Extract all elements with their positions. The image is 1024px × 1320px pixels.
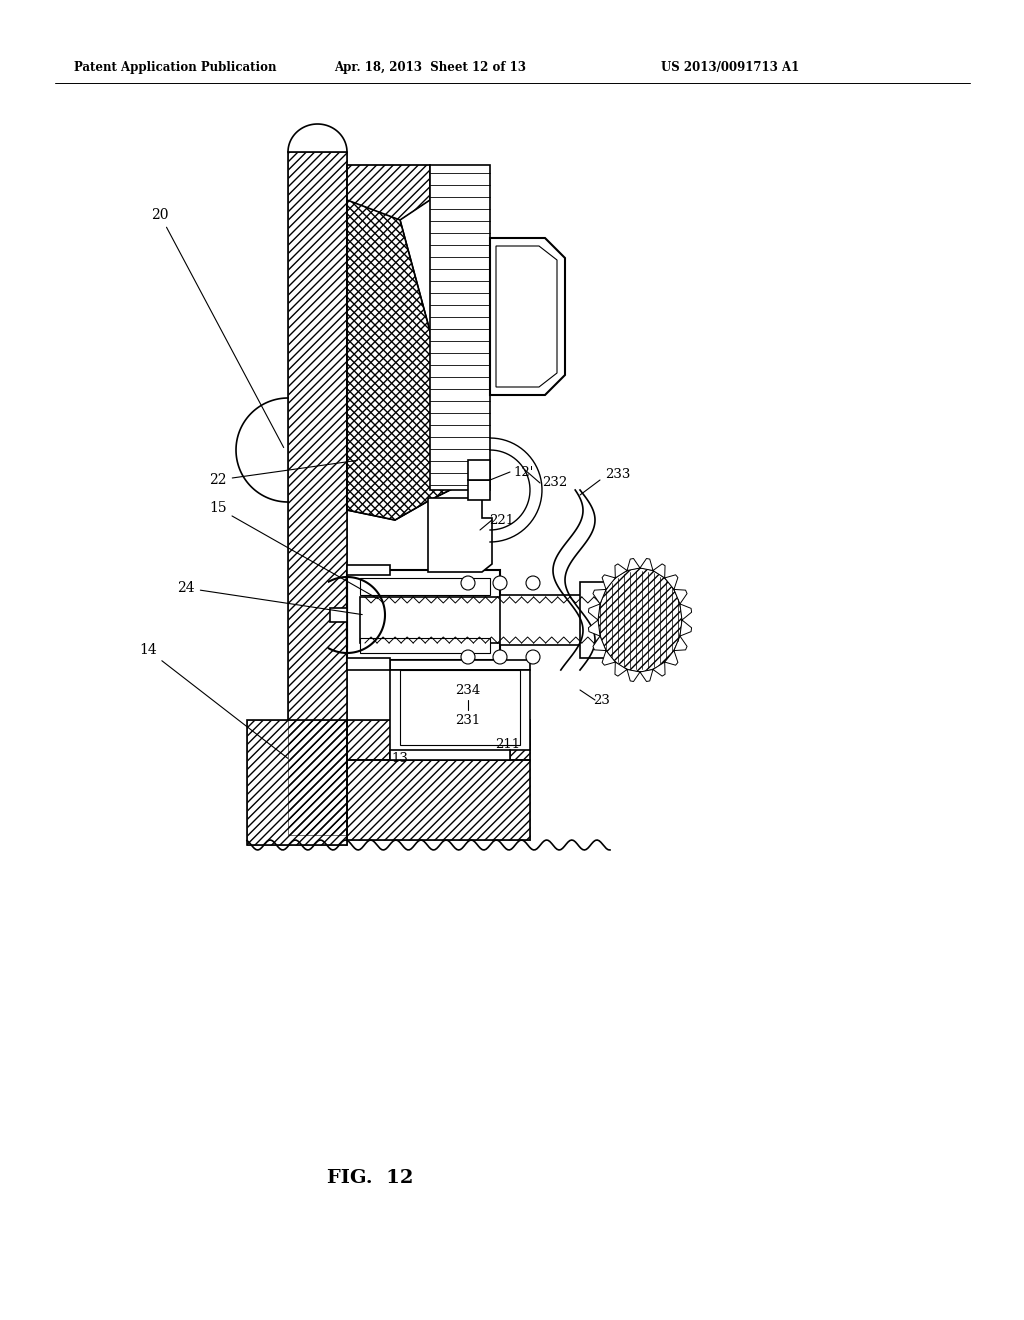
Polygon shape <box>496 246 557 387</box>
Polygon shape <box>390 750 510 760</box>
Circle shape <box>493 649 507 664</box>
Polygon shape <box>615 564 627 578</box>
Circle shape <box>461 576 475 590</box>
Polygon shape <box>430 165 490 490</box>
Polygon shape <box>360 578 490 595</box>
Text: 221: 221 <box>489 513 515 527</box>
Polygon shape <box>347 201 470 520</box>
Polygon shape <box>247 719 347 845</box>
Polygon shape <box>435 506 475 564</box>
Polygon shape <box>615 663 627 676</box>
Polygon shape <box>347 760 530 840</box>
Polygon shape <box>390 671 530 760</box>
Text: 233: 233 <box>605 469 631 482</box>
Text: 12': 12' <box>514 466 535 479</box>
Polygon shape <box>665 574 678 590</box>
Polygon shape <box>640 669 653 681</box>
Text: 24: 24 <box>177 581 362 615</box>
Text: 13: 13 <box>391 751 409 764</box>
Polygon shape <box>665 651 678 665</box>
Polygon shape <box>680 605 691 620</box>
Polygon shape <box>674 636 687 651</box>
Circle shape <box>461 649 475 664</box>
Text: 211: 211 <box>496 738 520 751</box>
Polygon shape <box>468 459 490 480</box>
Polygon shape <box>360 638 490 653</box>
Circle shape <box>526 649 540 664</box>
Circle shape <box>526 576 540 590</box>
Polygon shape <box>640 558 653 570</box>
Text: 231: 231 <box>456 714 480 726</box>
Polygon shape <box>347 719 530 760</box>
Polygon shape <box>653 663 665 676</box>
Polygon shape <box>580 582 640 657</box>
Polygon shape <box>627 669 640 681</box>
Polygon shape <box>347 165 470 520</box>
Text: 14: 14 <box>139 643 288 758</box>
Polygon shape <box>347 657 390 671</box>
Polygon shape <box>589 605 600 620</box>
Polygon shape <box>428 498 492 572</box>
Text: 22: 22 <box>209 461 357 487</box>
Polygon shape <box>330 609 347 622</box>
Text: US 2013/0091713 A1: US 2013/0091713 A1 <box>660 62 799 74</box>
Polygon shape <box>593 636 606 651</box>
Text: Patent Application Publication: Patent Application Publication <box>74 62 276 74</box>
Polygon shape <box>288 152 347 836</box>
Polygon shape <box>468 480 490 500</box>
Text: 23: 23 <box>594 693 610 706</box>
Text: 15: 15 <box>209 502 378 599</box>
Polygon shape <box>500 595 635 645</box>
Text: 232: 232 <box>543 477 567 490</box>
Text: Apr. 18, 2013  Sheet 12 of 13: Apr. 18, 2013 Sheet 12 of 13 <box>334 62 526 74</box>
Polygon shape <box>593 590 606 605</box>
Polygon shape <box>347 565 390 576</box>
Polygon shape <box>589 620 600 636</box>
Polygon shape <box>602 651 615 665</box>
Circle shape <box>493 576 507 590</box>
Text: 234: 234 <box>456 684 480 697</box>
Polygon shape <box>674 590 687 605</box>
Polygon shape <box>490 238 565 395</box>
Polygon shape <box>360 597 635 643</box>
Text: 20: 20 <box>152 209 284 447</box>
Polygon shape <box>627 558 640 570</box>
Polygon shape <box>680 620 691 636</box>
Polygon shape <box>390 660 530 671</box>
Polygon shape <box>653 564 665 578</box>
Polygon shape <box>400 671 520 744</box>
Polygon shape <box>602 574 615 590</box>
Text: FIG.  12: FIG. 12 <box>327 1170 414 1187</box>
Polygon shape <box>598 568 682 672</box>
Polygon shape <box>347 570 500 660</box>
